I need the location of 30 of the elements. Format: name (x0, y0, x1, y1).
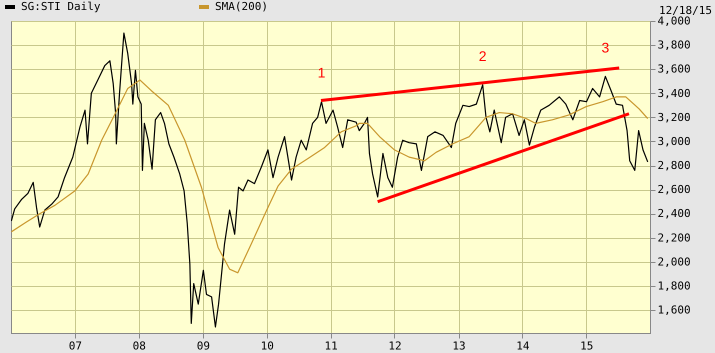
y-tick-label: 4,000 (658, 14, 691, 28)
x-tick-label: 13 (452, 340, 466, 352)
x-tick-label: 10 (260, 340, 274, 352)
annotation: 3 (601, 39, 610, 56)
y-tick-label: 3,800 (658, 38, 691, 52)
y-tick-label: 2,200 (658, 231, 691, 244)
y-tick-label: 3,400 (658, 86, 691, 100)
legend-label: SMA(200) (215, 0, 268, 13)
y-tick-label: 1,600 (658, 304, 691, 317)
x-tick-label: 15 (580, 340, 594, 352)
y-tick-label: 2,800 (658, 159, 691, 172)
legend-label: SG:STI Daily (21, 0, 101, 13)
x-tick-label: 14 (516, 340, 530, 352)
x-tick-label: 12 (388, 340, 402, 352)
annotation: 1 (318, 64, 326, 81)
y-tick-label: 3,600 (658, 62, 691, 76)
x-tick-label: 11 (324, 340, 338, 352)
y-tick-label: 2,400 (658, 207, 691, 220)
line-series (11, 32, 648, 328)
text: 12/18/15 (659, 4, 712, 17)
y-tick-label: 3,200 (658, 110, 691, 124)
y-tick-label: 2,600 (658, 183, 691, 196)
y-tick-label: 3,000 (658, 134, 691, 148)
x-tick-label: 07 (68, 340, 82, 352)
y-tick-label: 2,000 (658, 255, 691, 268)
x-tick-label: 08 (132, 340, 146, 352)
x-tick-label: 09 (196, 340, 210, 352)
y-tick-label: 1,800 (658, 280, 691, 293)
annotation: 2 (478, 48, 487, 64)
line-series (11, 79, 648, 274)
